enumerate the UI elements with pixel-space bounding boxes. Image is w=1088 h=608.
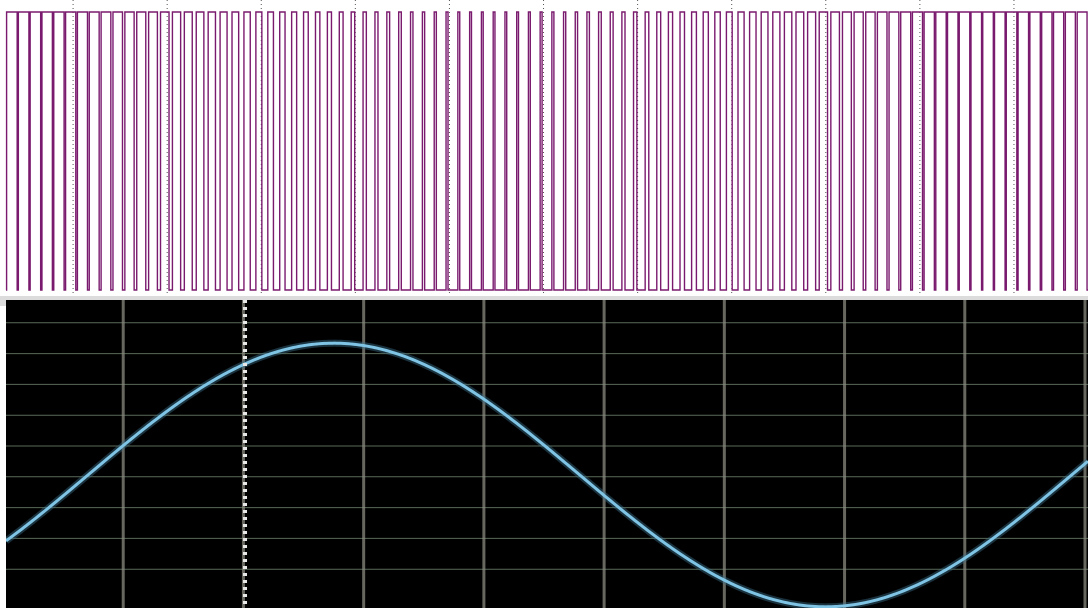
oscilloscope-panel: [6, 300, 1088, 608]
scope-grid: [6, 300, 1088, 608]
sine-trace: [6, 341, 1088, 608]
sine-waveform-plot: [6, 300, 1088, 608]
pwm-waveform-plot: [5, 0, 1088, 300]
pwm-trace: [5, 11, 1088, 291]
sine-trace-glow: [6, 339, 1088, 608]
pwm-trace-group: [5, 11, 1088, 291]
scope-trace-group: [6, 339, 1088, 608]
pwm-waveform-panel: [0, 0, 1088, 300]
